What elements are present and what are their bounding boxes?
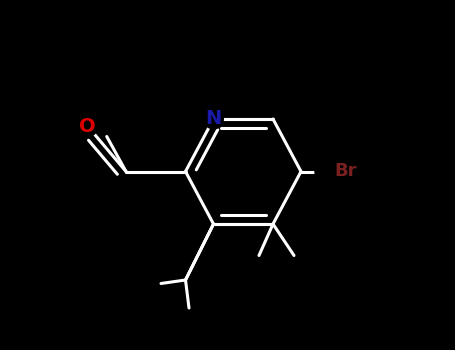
Text: N: N	[205, 110, 222, 128]
Circle shape	[204, 109, 223, 129]
Circle shape	[77, 116, 98, 136]
Text: Br: Br	[334, 162, 357, 181]
Text: O: O	[79, 117, 96, 135]
Circle shape	[315, 154, 350, 189]
